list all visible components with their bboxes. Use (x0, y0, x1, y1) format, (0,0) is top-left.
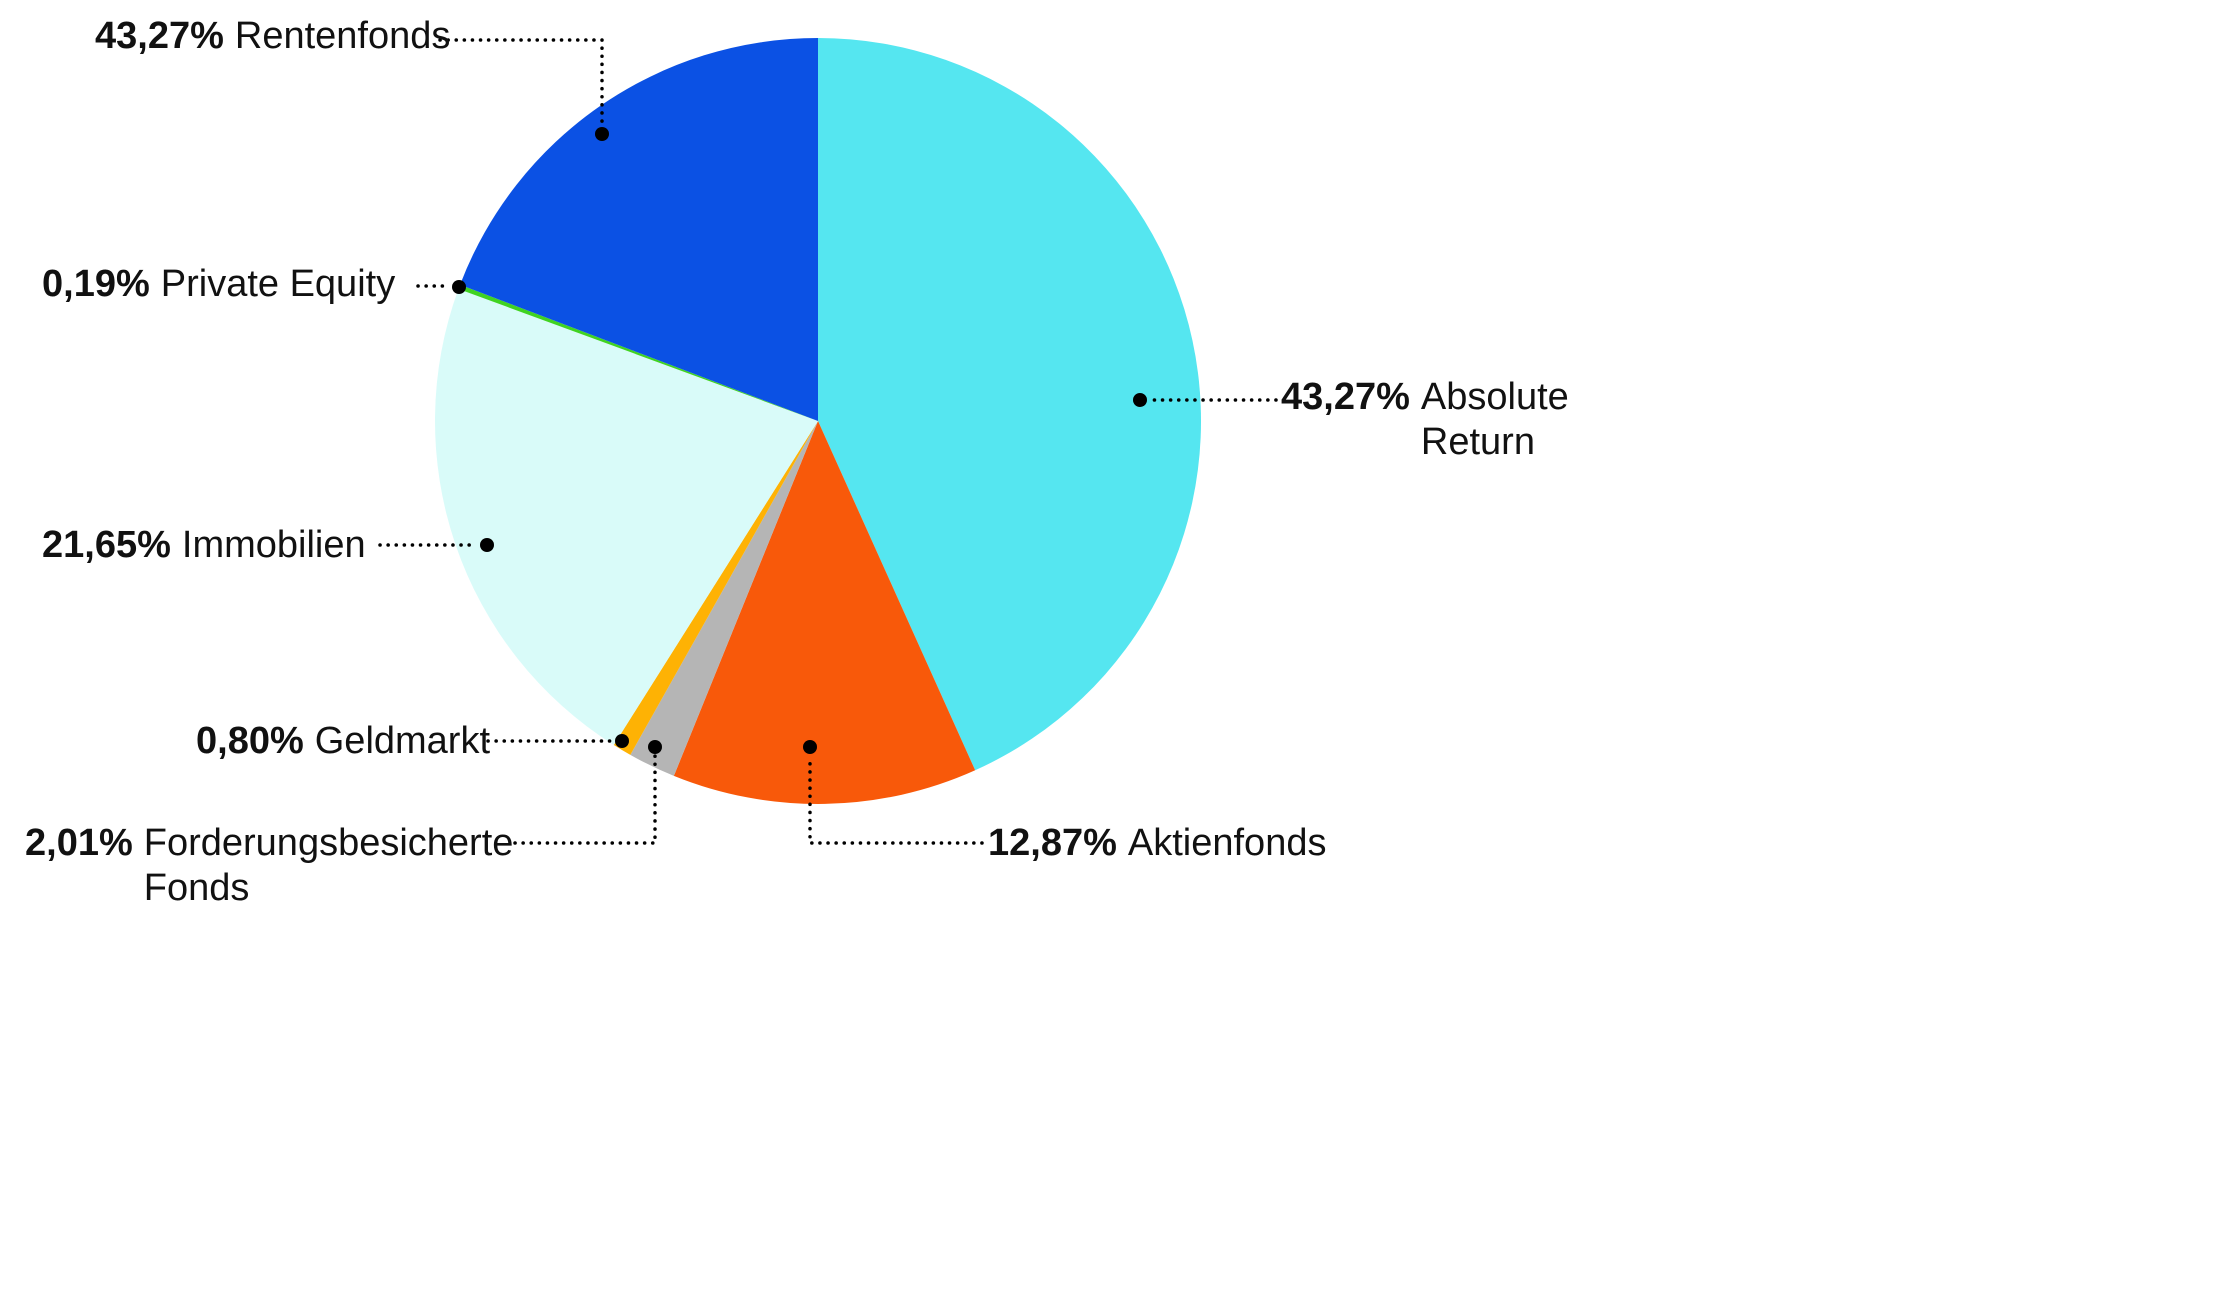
label-absolute-return-line1: Absolute (1420, 376, 1569, 418)
pie-slice-absolute-return (818, 38, 1202, 771)
label-forderungsbesicherte-percent: 2,01% (25, 822, 133, 864)
pie-slice-geldmarkt (613, 421, 818, 755)
label-rentenfonds-name: Rentenfonds (234, 15, 451, 57)
pie-slice-forderungsbesicherte-fonds (630, 421, 818, 776)
pie-slice-aktienfonds (673, 421, 976, 805)
label-rentenfonds-percent: 43,27% (95, 15, 224, 57)
label-private-equity: 0,19% Private Equity (42, 262, 395, 307)
leader-dot-private-equity (452, 280, 466, 294)
label-private-equity-name: Private Equity (160, 263, 396, 305)
label-forderungsbesicherte-line2: Fonds (143, 866, 250, 909)
pie-slice-private-equity (458, 284, 818, 421)
label-immobilien: 21,65% Immobilien (42, 523, 366, 568)
leader-lines-group (378, 38, 1278, 845)
leader-dot-aktienfonds (803, 740, 817, 754)
leader-dot-geldmarkt (615, 734, 629, 748)
leader-line-rentenfonds (438, 38, 604, 126)
label-private-equity-percent: 0,19% (42, 263, 150, 305)
label-absolute-return-line2: Return (1420, 420, 1535, 463)
pie-slice-immobilien (434, 289, 818, 746)
label-geldmarkt-name: Geldmarkt (314, 720, 491, 762)
label-absolute-return-name: Absolute Return (1421, 375, 1569, 465)
label-absolute-return: 43,27% Absolute Return (1281, 375, 1569, 465)
leader-dot-absolute-return (1133, 393, 1147, 407)
label-forderungsbesicherte-fonds: 2,01% Forderungsbesicherte Fonds (25, 821, 513, 911)
label-forderungsbesicherte-line1: Forderungsbesicherte (143, 822, 514, 864)
label-aktienfonds: 12,87% Aktienfonds (988, 821, 1326, 866)
label-geldmarkt: 0,80% Geldmarkt (196, 719, 490, 764)
label-aktienfonds-percent: 12,87% (988, 822, 1117, 864)
label-absolute-return-percent: 43,27% (1281, 376, 1410, 418)
pie-slice-rentenfonds (460, 38, 818, 421)
label-aktienfonds-name: Aktienfonds (1127, 822, 1327, 864)
label-forderungsbesicherte-name: Forderungsbesicherte Fonds (144, 821, 514, 911)
label-rentenfonds: 43,27% Rentenfonds (95, 14, 450, 59)
label-geldmarkt-percent: 0,80% (196, 720, 304, 762)
leader-dot-rentenfonds (595, 127, 609, 141)
leader-dot-forderungsbesicherte-fonds (648, 740, 662, 754)
leader-line-forderungsbesicherte-fonds (513, 754, 657, 845)
label-immobilien-name: Immobilien (181, 524, 366, 566)
label-immobilien-percent: 21,65% (42, 524, 171, 566)
leader-dot-immobilien (480, 538, 494, 552)
leader-line-aktienfonds (808, 754, 984, 845)
pie-slices-group (434, 38, 1202, 805)
